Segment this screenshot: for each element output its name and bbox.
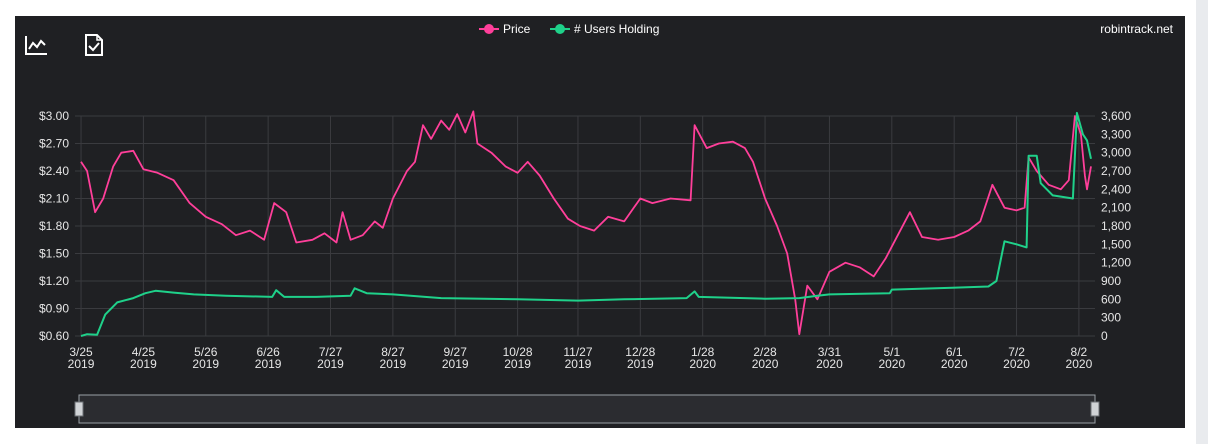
y-left-tick-label: $1.50 bbox=[39, 247, 69, 261]
file-check-icon[interactable] bbox=[81, 32, 107, 58]
scrollbar-track[interactable] bbox=[1196, 0, 1208, 444]
y-right-tick-label: 3,000 bbox=[1101, 146, 1131, 160]
y-right-tick-label: 0 bbox=[1101, 329, 1108, 343]
x-tick-label: 9/27 bbox=[444, 345, 468, 359]
x-tick-label: 7/27 bbox=[319, 345, 343, 359]
legend-users-marker-icon bbox=[555, 24, 565, 34]
grid-layer bbox=[75, 115, 1095, 337]
x-tick-label: 7/2 bbox=[1008, 345, 1025, 359]
x-tick-year-label: 2019 bbox=[627, 357, 654, 371]
chart-svg: $0.60 $0.90 $1.20 $1.50 $1.80 $2.10 $2.40 $2.70… bbox=[39, 22, 1174, 424]
range-slider[interactable] bbox=[74, 394, 1100, 424]
legend-price-marker-icon bbox=[484, 24, 494, 34]
x-tick-label: 10/28 bbox=[503, 345, 533, 359]
price-series-line bbox=[80, 110, 1092, 336]
x-tick-year-label: 2019 bbox=[130, 357, 157, 371]
x-tick-year-label: 2020 bbox=[878, 357, 905, 371]
y-right-tick-label: 2,400 bbox=[1101, 182, 1131, 196]
x-tick-label: 11/27 bbox=[563, 345, 592, 359]
axis-layer: $0.60 $0.90 $1.20 $1.50 $1.80 $2.10 $2.40 $2.70… bbox=[39, 109, 1131, 371]
y-left-tick-label: $1.80 bbox=[39, 219, 69, 233]
y-left-tick-label: $1.20 bbox=[39, 274, 69, 288]
y-right-tick-label: 1,500 bbox=[1101, 237, 1131, 251]
x-tick-year-label: 2020 bbox=[1003, 357, 1030, 371]
y-right-tick-label: 3,600 bbox=[1101, 109, 1131, 123]
x-tick-label: 8/27 bbox=[381, 345, 405, 359]
x-tick-label: 12/28 bbox=[625, 345, 655, 359]
x-tick-year-label: 2020 bbox=[689, 357, 716, 371]
x-tick-year-label: 2020 bbox=[941, 357, 968, 371]
legend-price-label: Price bbox=[503, 22, 531, 36]
x-tick-year-label: 2020 bbox=[1066, 357, 1093, 371]
x-tick-label: 2/28 bbox=[753, 345, 777, 359]
watermark: robintrack.net bbox=[1100, 22, 1173, 36]
range-slider-track[interactable] bbox=[78, 394, 1096, 424]
x-tick-year-label: 2019 bbox=[565, 357, 592, 371]
y-left-tick-label: $0.90 bbox=[39, 302, 69, 316]
y-right-tick-label: 300 bbox=[1101, 311, 1121, 325]
legend-item-price[interactable]: Price bbox=[479, 22, 531, 36]
y-right-tick-label: 2,100 bbox=[1101, 201, 1131, 215]
y-right-tick-label: 2,700 bbox=[1101, 164, 1131, 178]
y-right-tick-label: 600 bbox=[1101, 292, 1121, 306]
x-tick-label: 6/26 bbox=[256, 345, 280, 359]
users-series-line bbox=[80, 111, 1092, 337]
x-tick-year-label: 2019 bbox=[504, 357, 531, 371]
y-right-tick-label: 1,200 bbox=[1101, 256, 1131, 270]
x-tick-year-label: 2019 bbox=[442, 357, 469, 371]
x-tick-label: 4/25 bbox=[132, 345, 156, 359]
y-right-tick-label: 3,300 bbox=[1101, 127, 1131, 141]
y-left-tick-label: $2.70 bbox=[39, 137, 69, 151]
y-left-tick-label: $2.10 bbox=[39, 192, 69, 206]
x-tick-year-label: 2019 bbox=[68, 357, 95, 371]
y-left-tick-label: $2.40 bbox=[39, 164, 69, 178]
x-tick-label: 8/2 bbox=[1071, 345, 1088, 359]
y-right-tick-label: 1,800 bbox=[1101, 219, 1131, 233]
range-slider-left-handle[interactable] bbox=[74, 401, 84, 417]
x-tick-year-label: 2019 bbox=[192, 357, 219, 371]
x-tick-label: 3/31 bbox=[818, 345, 842, 359]
x-tick-year-label: 2019 bbox=[317, 357, 344, 371]
x-tick-year-label: 2020 bbox=[752, 357, 779, 371]
y-right-tick-label: 900 bbox=[1101, 274, 1121, 288]
chart-panel: $0.60 $0.90 $1.20 $1.50 $1.80 $2.10 $2.40 $2.70… bbox=[15, 16, 1185, 428]
legend[interactable]: Price # Users Holding bbox=[479, 22, 659, 36]
x-tick-label: 3/25 bbox=[69, 345, 93, 359]
legend-users-label: # Users Holding bbox=[574, 22, 659, 36]
y-left-tick-label: $3.00 bbox=[39, 109, 69, 123]
x-tick-year-label: 2019 bbox=[255, 357, 282, 371]
x-tick-label: 5/1 bbox=[883, 345, 900, 359]
x-tick-label: 6/1 bbox=[946, 345, 963, 359]
series-layer bbox=[80, 110, 1092, 337]
line-chart-icon[interactable] bbox=[23, 32, 49, 58]
range-slider-right-handle[interactable] bbox=[1090, 401, 1100, 417]
x-tick-year-label: 2019 bbox=[380, 357, 407, 371]
x-tick-year-label: 2020 bbox=[816, 357, 843, 371]
y-left-tick-label: $0.60 bbox=[39, 329, 69, 343]
legend-item-users[interactable]: # Users Holding bbox=[550, 22, 659, 36]
x-tick-label: 1/28 bbox=[691, 345, 715, 359]
x-tick-label: 5/26 bbox=[194, 345, 218, 359]
